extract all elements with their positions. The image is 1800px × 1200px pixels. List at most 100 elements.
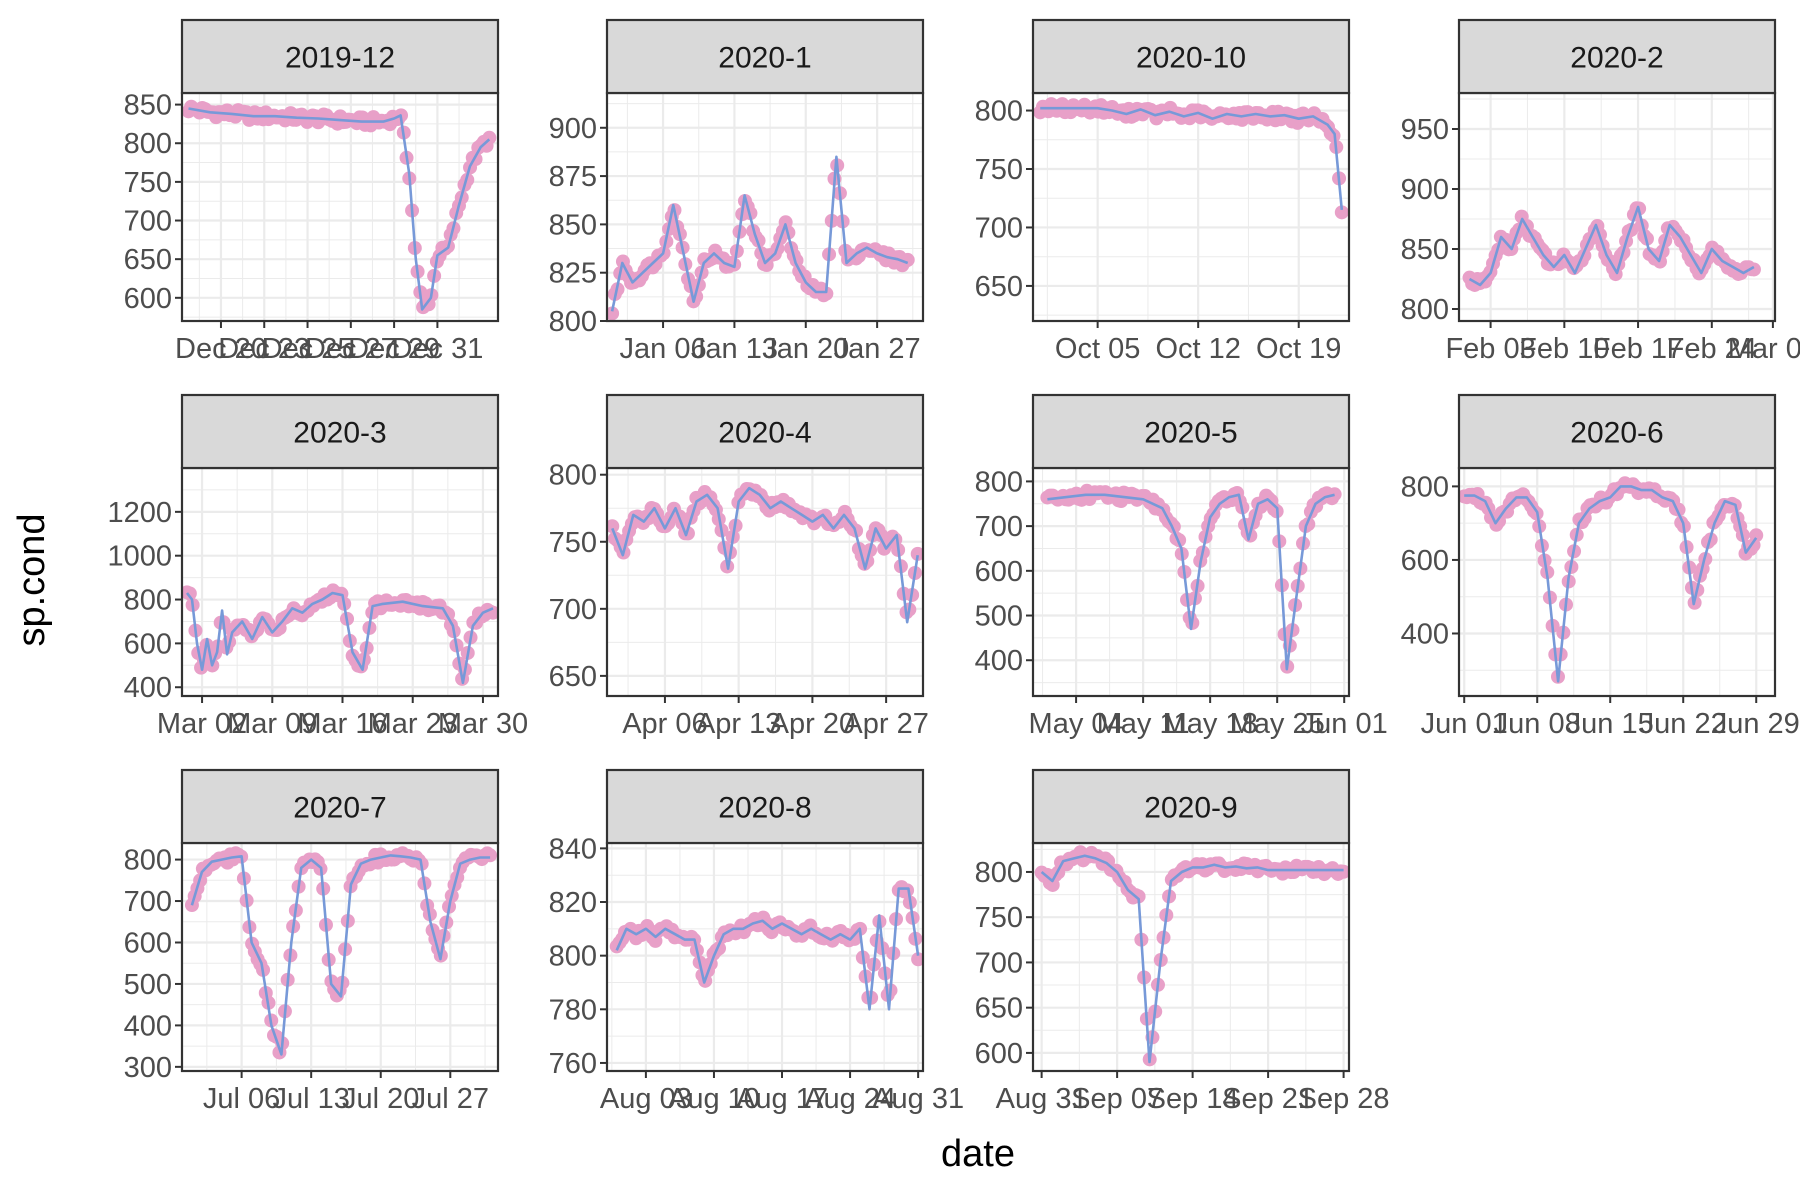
facet-strip-label: 2020-10	[1136, 42, 1246, 75]
x-tick-label: Mar 16	[297, 708, 387, 740]
facet-strip-label: 2020-5	[1144, 417, 1237, 450]
x-tick-label: Jul 06	[203, 1083, 280, 1115]
series-line	[1040, 106, 1344, 211]
plot-background	[607, 843, 923, 1071]
y-tick-label: 500	[124, 969, 172, 1001]
plot-background	[1033, 93, 1349, 321]
x-tick-label: Jan 13	[691, 333, 778, 365]
y-tick-label: 800	[1401, 294, 1449, 326]
x-tick-label: May 04	[1029, 708, 1124, 740]
x-tick-label: Jun 01	[1301, 708, 1388, 740]
plot-background	[182, 93, 498, 321]
y-tick-label: 650	[549, 661, 597, 693]
y-tick-label: 800	[975, 96, 1023, 128]
y-tick-label: 1200	[107, 497, 172, 529]
y-tick-label: 600	[975, 556, 1023, 588]
x-tick-label: Aug 10	[668, 1083, 760, 1115]
y-tick-label: 500	[975, 601, 1023, 633]
x-tick-label: Aug 31	[872, 1083, 964, 1115]
x-tick-label: Mar 02	[157, 708, 247, 740]
y-tick-label: 840	[549, 833, 597, 865]
x-tick-label: Jan 20	[762, 333, 849, 365]
facet-strip-label: 2020-4	[718, 417, 811, 450]
x-tick-label: Mar 30	[438, 708, 528, 740]
data-point	[1131, 889, 1146, 904]
x-tick-label: Oct 05	[1055, 333, 1140, 365]
y-tick-label: 850	[124, 90, 172, 122]
y-tick-label: 900	[1401, 174, 1449, 206]
facet-strip-label: 2020-6	[1570, 417, 1663, 450]
facet-strip	[1031, 768, 1351, 845]
y-tick-label: 650	[124, 244, 172, 276]
plot-background	[607, 93, 923, 321]
facet-strip	[180, 18, 500, 95]
x-tick-label: Jul 13	[272, 1083, 349, 1115]
x-tick-label: Jun 08	[1494, 708, 1581, 740]
y-tick-label: 825	[549, 258, 597, 290]
y-tick-label: 400	[975, 645, 1023, 677]
plot-background	[182, 468, 498, 696]
facet-strip-label: 2020-2	[1570, 42, 1663, 75]
y-tick-label: 700	[549, 594, 597, 626]
facet-strip	[180, 768, 500, 845]
x-tick-label: Sep 21	[1222, 1083, 1314, 1115]
y-tick-label: 850	[1401, 234, 1449, 266]
x-axis-title: date	[941, 1133, 1015, 1175]
y-tick-label: 800	[124, 128, 172, 160]
y-tick-label: 800	[549, 460, 597, 492]
series-line	[615, 887, 920, 1011]
facet-strip	[1457, 393, 1777, 470]
x-tick-label: Aug 31	[996, 1083, 1088, 1115]
x-tick-label: May 18	[1163, 708, 1258, 740]
facet-strip	[605, 393, 925, 470]
y-tick-label: 800	[975, 466, 1023, 498]
facet-strip	[605, 768, 925, 845]
x-tick-label: Mar 09	[227, 708, 317, 740]
y-tick-label: 800	[549, 306, 597, 338]
facet-strip	[605, 18, 925, 95]
x-tick-label: Feb 17	[1593, 333, 1683, 365]
data-point	[1746, 262, 1761, 277]
x-tick-label: Jun 15	[1567, 708, 1654, 740]
x-tick-label: Aug 24	[804, 1083, 896, 1115]
x-tick-label: Aug 03	[600, 1083, 692, 1115]
facet-strip-label: 2020-3	[293, 417, 386, 450]
y-tick-label: 600	[1401, 545, 1449, 577]
facet-strip-label: 2020-1	[718, 42, 811, 75]
data-layer	[1459, 476, 1764, 684]
y-tick-label: 950	[1401, 114, 1449, 146]
x-tick-label: Dec 23	[218, 333, 310, 365]
data-layer	[609, 880, 923, 1011]
series-line	[1464, 485, 1758, 683]
facet-strip-label: 2020-8	[718, 792, 811, 825]
y-axis-title: sp.cond	[11, 513, 53, 646]
x-tick-label: Apr 06	[622, 708, 707, 740]
x-tick-label: Oct 12	[1155, 333, 1240, 365]
data-point	[1334, 205, 1349, 220]
x-tick-label: Dec 31	[391, 333, 483, 365]
x-tick-label: Jun 01	[1421, 708, 1508, 740]
y-tick-label: 750	[549, 527, 597, 559]
data-point	[1327, 487, 1342, 502]
data-point	[911, 952, 923, 967]
x-tick-label: Oct 19	[1256, 333, 1341, 365]
y-tick-label: 800	[975, 857, 1023, 889]
y-tick-label: 875	[549, 161, 597, 193]
x-tick-label: Jan 27	[834, 333, 921, 365]
y-tick-label: 600	[124, 927, 172, 959]
x-tick-label: Mar 02	[1728, 333, 1800, 365]
data-point	[483, 848, 498, 863]
y-tick-label: 750	[975, 902, 1023, 934]
y-tick-label: 800	[124, 585, 172, 617]
series-line	[611, 486, 919, 624]
x-tick-label: May 11	[1097, 708, 1190, 740]
data-point	[607, 519, 620, 534]
